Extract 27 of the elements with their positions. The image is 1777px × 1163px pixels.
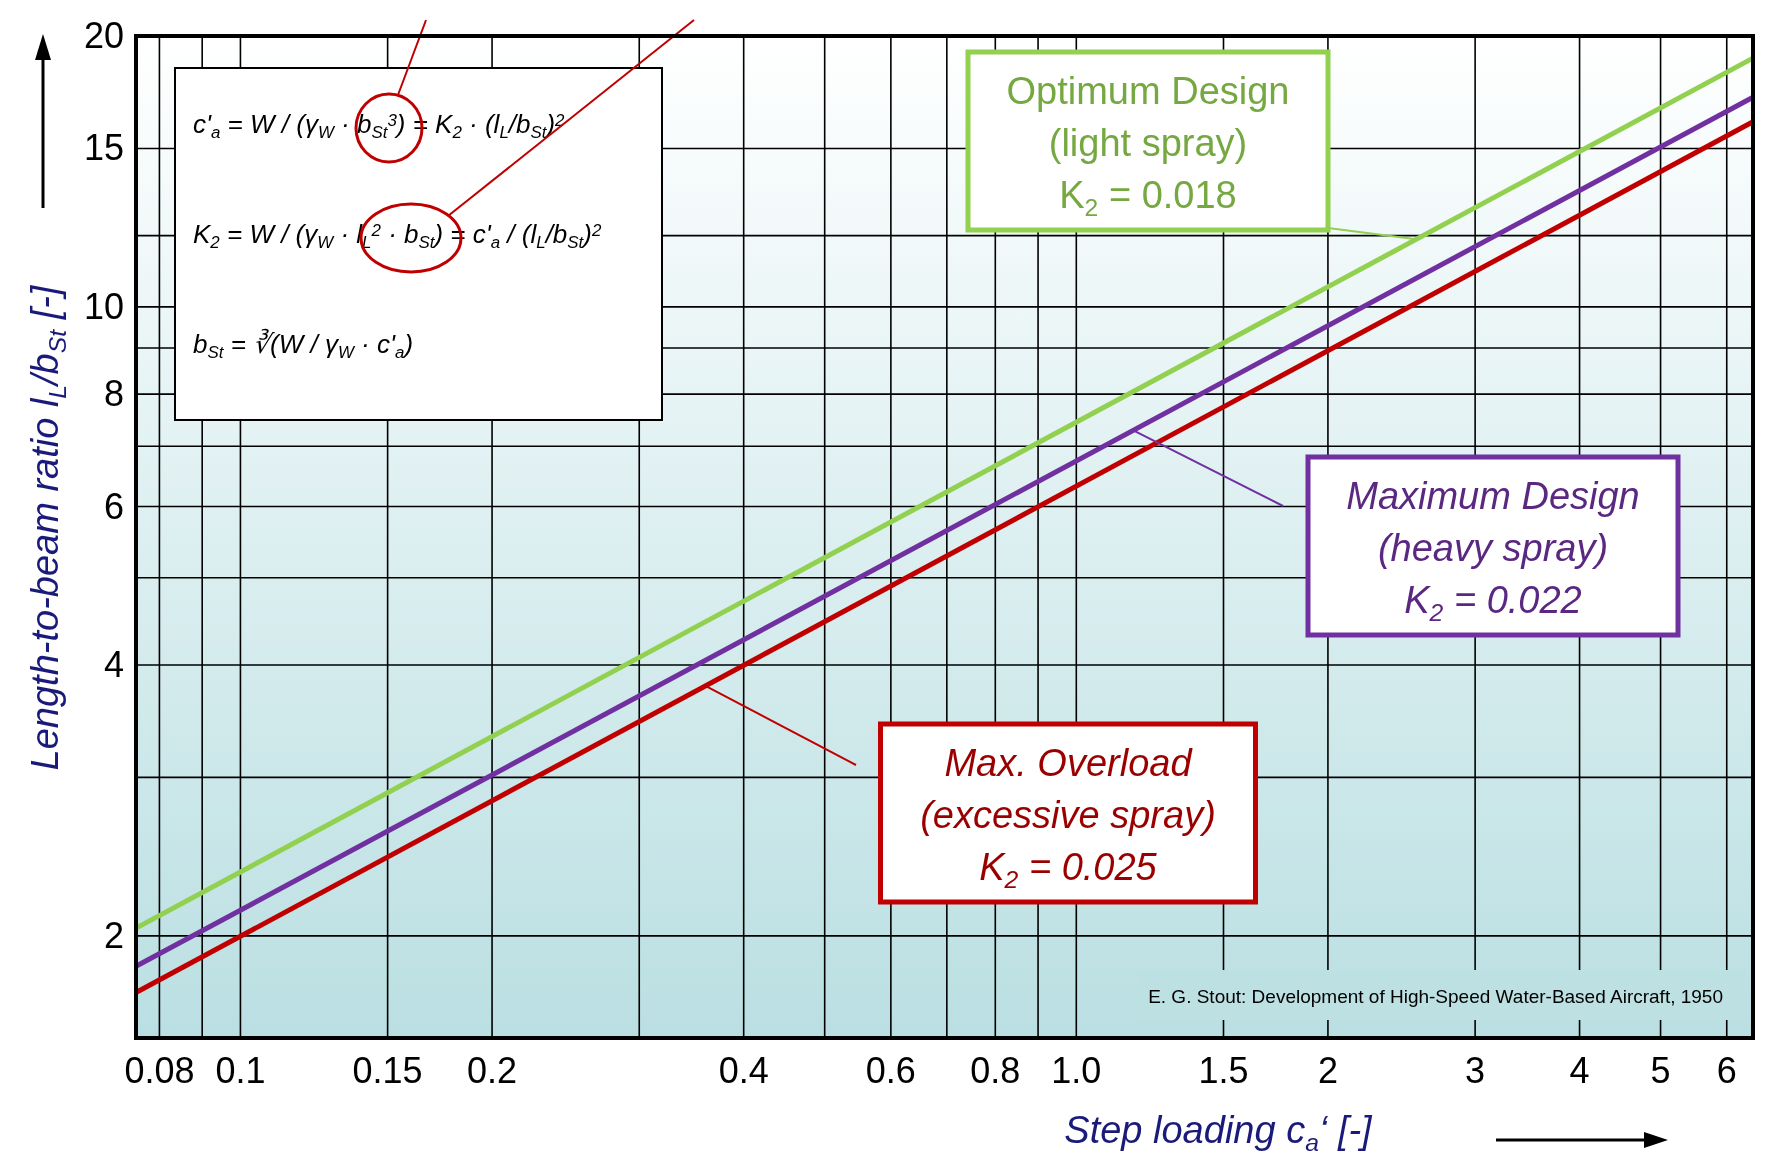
x-tick-label: 6 (1716, 1050, 1737, 1091)
y-tick-label: 15 (83, 127, 124, 169)
x-tick-label: 0.2 (467, 1050, 518, 1091)
y-tick-label: 6 (103, 485, 124, 527)
x-tick-label: 0.1 (215, 1050, 266, 1091)
annotation: E. G. Stout: Development of High-Speed Water-Based Aircraft, 1950 (1148, 986, 1723, 1007)
y-tick-label: 8 (103, 373, 124, 415)
annotation: b$_{St}$ = ∛(W / γ$_{W}$ · c'$_{a}$) (193, 328, 414, 363)
x-tick-label: 0.8 (970, 1050, 1021, 1091)
x-tick-label: 3 (1465, 1050, 1486, 1091)
x-tick-label: 0.4 (718, 1050, 769, 1091)
x-axis-title: Step loading c$_{a}$‘ [-] (1064, 1109, 1374, 1156)
x-tick-label: 4 (1569, 1050, 1590, 1091)
y-tick-label: 4 (103, 643, 124, 685)
y-tick-label: 20 (83, 15, 124, 56)
text: Max. Overload (excessive spray) K$_{2}$ = 0.025 (920, 742, 1216, 893)
x-tick-label: 0.08 (124, 1050, 195, 1091)
text: Optimum Design (light spray) K$_{2}$ = 0.018 (1006, 70, 1290, 221)
x-tick-label: 0.15 (352, 1050, 423, 1091)
x-tick-label: 1.5 (1198, 1050, 1249, 1091)
y-tick-label: 10 (83, 285, 124, 327)
x-tick-label: 5 (1650, 1050, 1671, 1091)
x-tick-label: 2 (1317, 1050, 1338, 1091)
y-tick-label: 2 (103, 914, 124, 956)
text: Maximum Design (heavy spray) K$_{2}$ = 0.022 (1346, 475, 1640, 626)
x-tick-label: 0.6 (865, 1050, 916, 1091)
x-tick-label: 1.0 (1051, 1050, 1102, 1091)
